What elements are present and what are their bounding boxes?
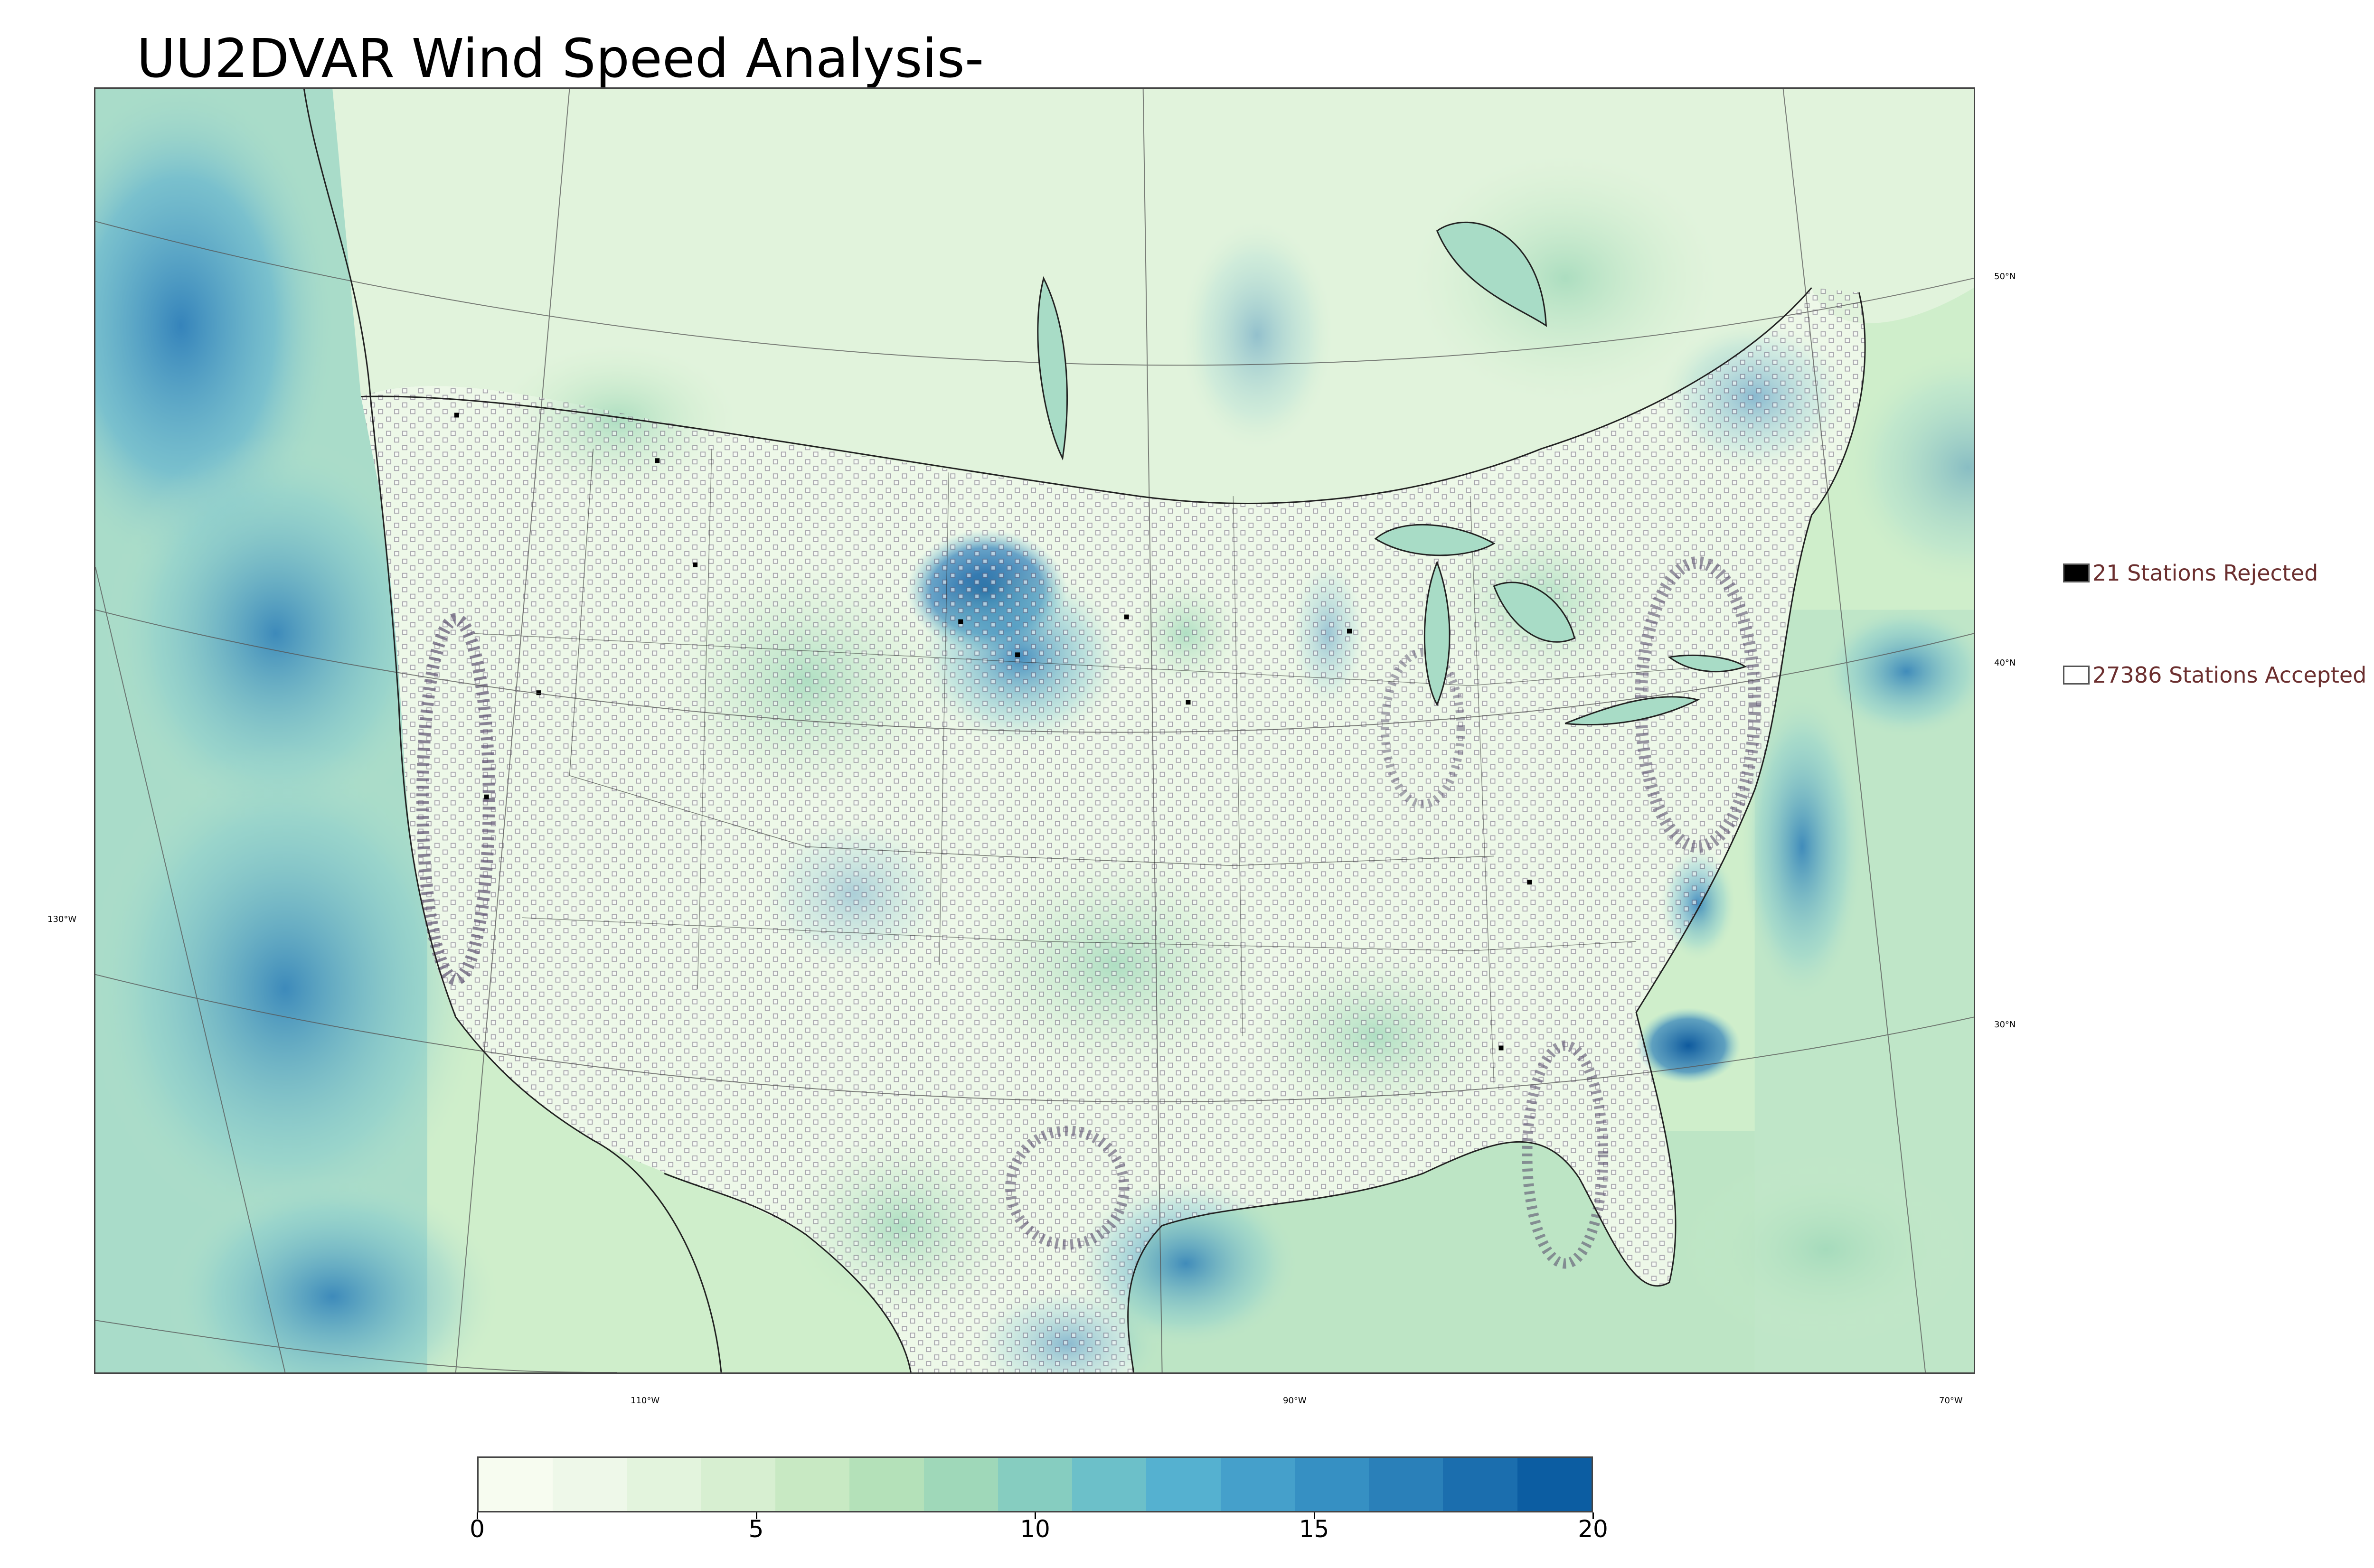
colorbar-segment — [998, 1458, 1073, 1511]
great-lakes — [1037, 221, 1747, 726]
colorbar-segment — [923, 1458, 998, 1511]
lat-label-30n: 30°N — [1994, 1020, 2016, 1030]
colorbar-segment — [479, 1458, 553, 1511]
colorbar-segment — [1517, 1458, 1592, 1511]
map-canvas — [95, 89, 1974, 1372]
colorbar-segment — [1443, 1458, 1517, 1511]
colorbar-segment — [849, 1458, 924, 1511]
wind-speed-map — [94, 87, 1975, 1374]
colorbar-tick-label: 15 — [1299, 1515, 1329, 1543]
colorbar-tick-mark — [1592, 1512, 1594, 1519]
colorbar — [477, 1456, 1593, 1512]
colorbar-tick-label: 10 — [1020, 1515, 1050, 1543]
colorbar-tick-mark — [1035, 1512, 1036, 1519]
colorbar-tick-mark — [755, 1512, 757, 1519]
colorbar-segment — [775, 1458, 850, 1511]
colorbar-segment — [553, 1458, 627, 1511]
lon-label-130w: 130°W — [47, 914, 77, 924]
accepted-swatch-icon — [2063, 666, 2090, 685]
colorbar-tick-mark — [477, 1512, 478, 1519]
lat-label-50n: 50°N — [1994, 272, 2016, 282]
lon-label-70w: 70°W — [1939, 1396, 1963, 1406]
lat-label-40n: 40°N — [1994, 658, 2016, 668]
colorbar-tick-label: 5 — [748, 1515, 764, 1543]
colorbar-gradient — [479, 1458, 1592, 1511]
colorbar-tick-label: 0 — [470, 1515, 485, 1543]
lon-label-110w: 110°W — [631, 1396, 660, 1406]
colorbar-segment — [1146, 1458, 1221, 1511]
colorbar-segment — [1294, 1458, 1369, 1511]
lon-label-90w: 90°W — [1283, 1396, 1307, 1406]
rejected-swatch-icon — [2063, 563, 2090, 582]
rejected-stations — [454, 413, 1532, 1051]
colorbar-segment — [1220, 1458, 1295, 1511]
colorbar-segment — [627, 1458, 701, 1511]
legend-accepted-label: 27386 Stations Accepted — [2092, 662, 2367, 688]
colorbar-segment — [701, 1458, 776, 1511]
legend-rejected: 21 Stations Rejected — [2063, 560, 2318, 586]
legend-accepted: 27386 Stations Accepted — [2063, 662, 2366, 688]
graticule — [95, 89, 1974, 1372]
colorbar-tick-mark — [1313, 1512, 1315, 1519]
legend-rejected-label: 21 Stations Rejected — [2092, 560, 2318, 586]
colorbar-segment — [1369, 1458, 1443, 1511]
borders — [303, 89, 1866, 1372]
colorbar-segment — [1072, 1458, 1147, 1511]
colorbar-tick-label: 20 — [1578, 1515, 1608, 1543]
